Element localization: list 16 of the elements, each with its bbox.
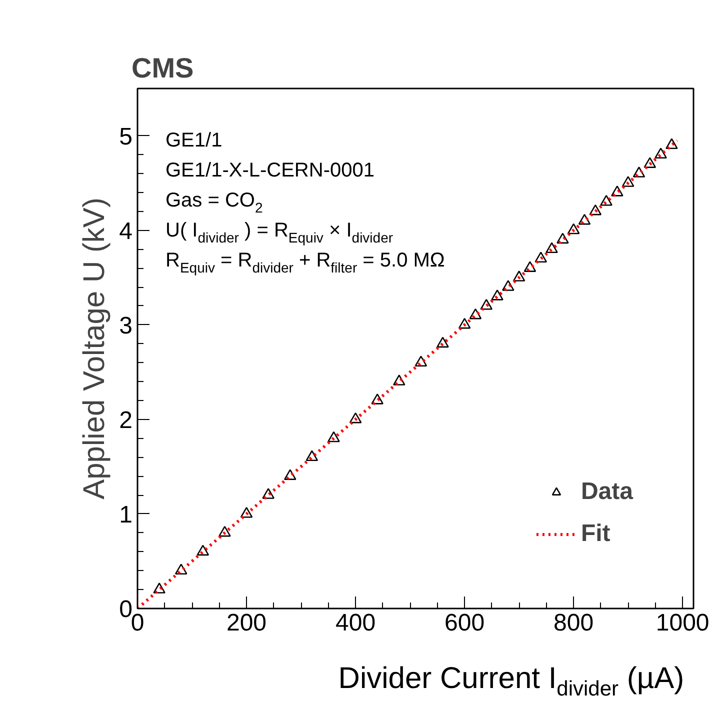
x-tick-label: 800	[554, 610, 594, 636]
y-tick-label: 1	[119, 501, 133, 528]
y-tick-label: 2	[119, 406, 133, 434]
y-tick-label: 3	[119, 312, 133, 340]
annotation: GE1/1	[166, 130, 222, 152]
x-tick-label: 400	[336, 610, 376, 636]
chart-title: CMS	[132, 52, 194, 84]
y-tick-label: 4	[119, 218, 133, 245]
x-tick-label: 1000	[656, 610, 710, 636]
y-tick-label: 5	[119, 123, 133, 150]
legend-label: Fit	[580, 520, 610, 548]
x-tick-label: 600	[444, 610, 485, 636]
y-axis-title: Applied Voltage U (kV)	[78, 198, 112, 500]
annotation: GE1/1-X-L-CERN-0001	[166, 160, 374, 182]
legend-label: Data	[580, 478, 633, 506]
x-tick-label: 200	[226, 610, 267, 636]
